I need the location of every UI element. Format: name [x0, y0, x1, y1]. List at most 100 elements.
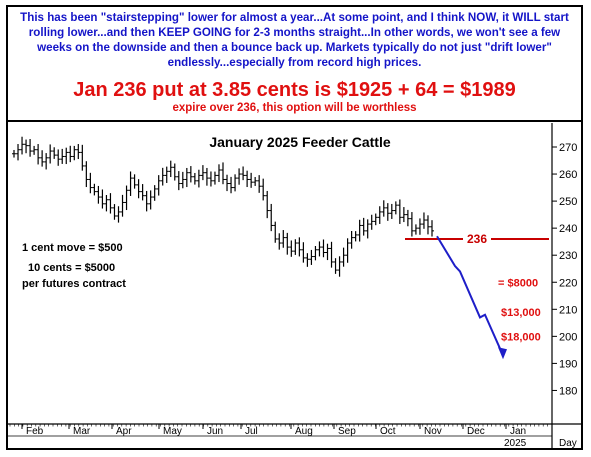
price-bar	[369, 214, 374, 230]
header-divider	[6, 120, 583, 122]
price-bar	[172, 163, 177, 181]
x-axis-ticks: Feb Mar Apr May Jun Jul Aug Sep Oct Nov Dec Jan	[9, 424, 553, 437]
price-bar	[116, 206, 121, 223]
y-tick-label: 260	[559, 169, 577, 181]
price-bar	[241, 166, 246, 181]
price-bar	[76, 144, 81, 160]
price-bar	[12, 149, 16, 158]
price-bar	[421, 212, 426, 229]
price-bar	[148, 190, 153, 210]
price-bar	[164, 166, 169, 183]
price-bar	[257, 175, 262, 193]
price-bar	[56, 149, 61, 166]
x-tick-label: Nov	[424, 426, 442, 437]
x-tick-label: Feb	[26, 426, 44, 437]
price-bar	[168, 160, 173, 178]
y-tick-label: 180	[559, 385, 577, 397]
price-bar	[108, 193, 113, 214]
price-bar	[289, 240, 294, 257]
price-bar	[128, 171, 133, 196]
price-bar	[20, 136, 25, 155]
price-bar	[225, 174, 230, 192]
y-tick-label: 270	[559, 142, 577, 154]
x-year-label: 2025	[504, 438, 527, 449]
projected-value-label: = $8000	[498, 277, 538, 289]
x-tick-label: Apr	[116, 426, 132, 437]
y-tick-label: 230	[559, 250, 577, 262]
y-tick-label: 220	[559, 277, 577, 289]
price-bar	[301, 242, 306, 263]
price-bar	[221, 162, 225, 185]
price-bar	[140, 184, 145, 201]
x-tick-label: Jun	[207, 426, 223, 437]
commentary-note: This has been "stairstepping" lower for …	[20, 11, 569, 69]
price-bar	[389, 203, 394, 219]
price-bar	[361, 217, 366, 236]
price-bar	[136, 179, 141, 199]
price-bar	[176, 171, 181, 191]
price-bar	[237, 168, 242, 185]
price-bar	[265, 190, 270, 219]
x-tick-label: Jan	[510, 426, 526, 437]
put-option-headline: Jan 236 put at 3.85 cents is $1925 + 64 …	[73, 79, 516, 101]
price-bar	[381, 200, 386, 217]
projected-value-labels: = $8000 $13,000 $18,000	[498, 277, 541, 343]
price-bar	[277, 233, 282, 250]
price-bar	[216, 164, 221, 183]
price-bar	[60, 148, 65, 164]
y-tick-label: 190	[559, 358, 577, 370]
price-bar	[329, 241, 334, 268]
price-bar	[212, 171, 217, 185]
price-bar	[285, 232, 290, 255]
price-bar	[409, 212, 414, 237]
price-bar	[80, 144, 85, 171]
x-tick-label: Aug	[295, 426, 313, 437]
projected-decline-path	[436, 235, 504, 356]
price-bar	[245, 170, 250, 188]
price-bar	[293, 239, 298, 255]
annotation-header: This has been "stairstepping" lower for …	[8, 7, 581, 117]
price-bar	[192, 172, 197, 185]
price-bar	[204, 167, 209, 186]
price-bar	[24, 139, 29, 154]
price-bar	[425, 215, 430, 235]
price-bar	[377, 206, 382, 224]
price-bar	[104, 195, 109, 212]
price-bar	[401, 207, 406, 223]
price-bar	[96, 185, 101, 204]
price-bar	[52, 147, 57, 159]
price-bar	[188, 166, 193, 183]
price-bar	[48, 144, 53, 164]
price-bar	[184, 167, 189, 188]
price-bar	[373, 213, 378, 226]
price-bar	[317, 241, 322, 257]
x-tick-label: Dec	[467, 426, 485, 437]
price-bar	[297, 237, 302, 257]
price-bar	[325, 243, 330, 261]
price-bar	[144, 190, 149, 212]
price-bar	[349, 230, 354, 249]
x-tick-label: Jul	[245, 426, 258, 437]
price-bar	[152, 185, 157, 201]
price-bar	[321, 239, 326, 258]
price-bar	[72, 145, 77, 161]
price-bar	[417, 218, 422, 235]
strike-label-background	[463, 231, 491, 245]
price-bar	[100, 189, 105, 209]
price-bar	[357, 219, 362, 242]
price-bar	[233, 174, 238, 192]
x-tick-label: May	[163, 426, 182, 437]
price-bar	[36, 144, 41, 165]
chart-title: January 2025 Feeder Cattle	[209, 134, 391, 150]
price-bar	[313, 246, 318, 261]
price-bar	[68, 145, 73, 163]
price-bar	[365, 219, 370, 239]
price-bar	[180, 171, 185, 189]
strike-price-label: 236	[467, 232, 487, 246]
price-bar	[397, 199, 402, 224]
price-bar	[393, 201, 398, 215]
price-bar	[120, 194, 125, 217]
y-tick-label: 200	[559, 331, 577, 343]
price-bar	[253, 177, 258, 186]
